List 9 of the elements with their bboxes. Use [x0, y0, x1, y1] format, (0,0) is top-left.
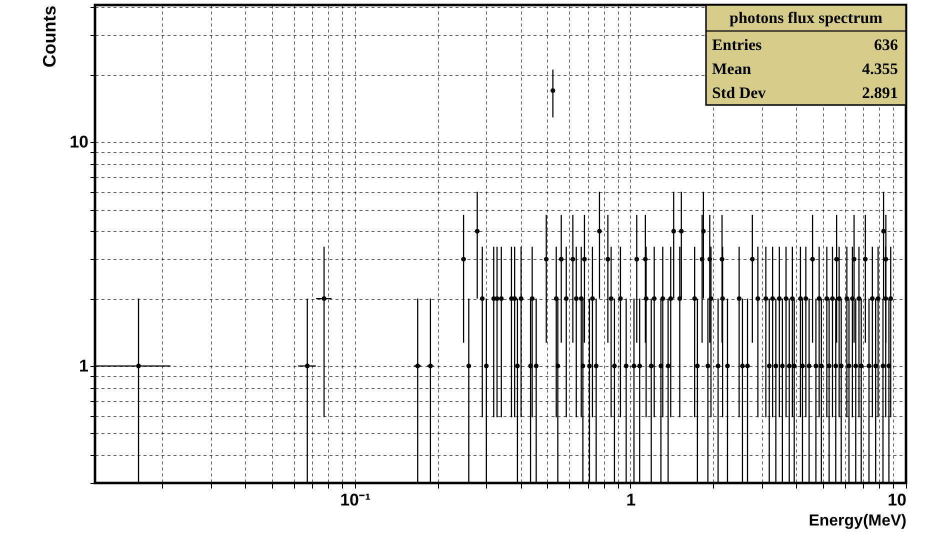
x-axis-title: Energy(MeV)	[808, 512, 906, 530]
x-tick-label: 1	[626, 490, 636, 510]
x-tick-label: 10⁻¹	[340, 490, 371, 510]
text: Std Dev 2.891	[712, 85, 898, 102]
chart-title: photons flux spectrum	[730, 10, 884, 27]
x-tick-label: 10	[888, 490, 906, 510]
text: Mean 4.355	[712, 61, 898, 78]
y-axis-title: Counts	[40, 6, 60, 68]
text: Entries 636	[712, 37, 898, 54]
